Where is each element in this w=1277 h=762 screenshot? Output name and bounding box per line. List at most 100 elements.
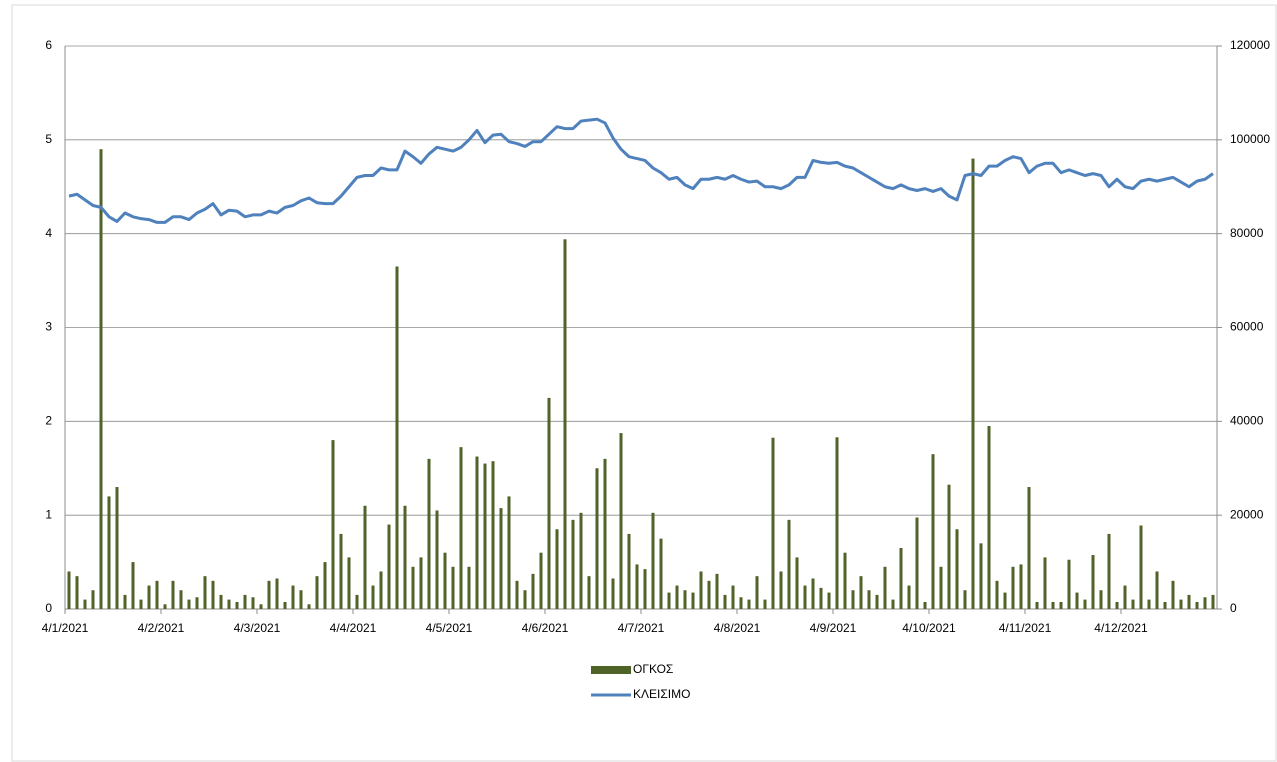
- bar: [651, 512, 655, 609]
- bar: [547, 397, 551, 609]
- bar: [755, 576, 759, 609]
- x-tick-label: 4/5/2021: [426, 621, 473, 635]
- bar: [99, 149, 103, 609]
- bar: [891, 599, 895, 609]
- bar: [515, 580, 519, 609]
- x-tick-label: 4/1/2021: [42, 621, 89, 635]
- bar: [1091, 555, 1095, 609]
- bar: [243, 594, 247, 609]
- bar: [467, 566, 471, 609]
- bar: [483, 463, 487, 609]
- bar: [731, 585, 735, 609]
- y2-tick-label: 0: [1230, 601, 1237, 615]
- bar: [875, 594, 879, 609]
- bar: [587, 576, 591, 609]
- bar: [907, 585, 911, 609]
- bar: [139, 599, 143, 609]
- bar: [155, 580, 159, 609]
- y-tick-label: 1: [45, 507, 52, 521]
- bar: [475, 456, 479, 609]
- bar: [803, 585, 807, 609]
- x-tick-label: 4/9/2021: [810, 621, 857, 635]
- bar: [779, 571, 783, 609]
- bar: [771, 437, 775, 609]
- bar: [811, 578, 815, 609]
- bar: [611, 578, 615, 609]
- bar: [1179, 599, 1183, 609]
- y-tick-label: 5: [45, 132, 52, 146]
- bar: [195, 597, 199, 609]
- bar: [619, 433, 623, 609]
- bar: [499, 508, 503, 609]
- bar: [939, 566, 943, 609]
- y-tick-label: 6: [45, 38, 52, 52]
- bar: [427, 458, 431, 609]
- bar: [915, 517, 919, 609]
- x-tick-label: 4/6/2021: [522, 621, 569, 635]
- x-tick-label: 4/7/2021: [618, 621, 665, 635]
- x-tick-label: 4/8/2021: [714, 621, 761, 635]
- bar: [835, 437, 839, 609]
- y-tick-label: 0: [45, 601, 52, 615]
- bar: [211, 580, 215, 609]
- bar: [387, 524, 391, 609]
- bar: [683, 590, 687, 609]
- bar: [987, 426, 991, 609]
- bar: [403, 505, 407, 609]
- bar: [1123, 585, 1127, 609]
- legend-label: ΟΓΚΟΣ: [633, 662, 673, 676]
- bar: [899, 548, 903, 609]
- bar: [491, 461, 495, 609]
- bar: [395, 266, 399, 609]
- bar: [1067, 559, 1071, 609]
- bar: [923, 601, 927, 609]
- bar: [555, 529, 559, 609]
- bar: [787, 519, 791, 609]
- bar: [75, 576, 79, 609]
- x-tick-label: 4/3/2021: [234, 621, 281, 635]
- bar: [603, 458, 607, 609]
- bar: [1195, 601, 1199, 609]
- bar: [851, 590, 855, 609]
- y-tick-label: 2: [45, 414, 52, 428]
- bar: [227, 599, 231, 609]
- y2-tick-label: 20000: [1230, 507, 1264, 521]
- bar: [507, 496, 511, 609]
- bar: [451, 566, 455, 609]
- bar: [971, 158, 975, 609]
- bar: [371, 585, 375, 609]
- bar: [827, 592, 831, 609]
- bar: [947, 484, 951, 609]
- bar: [1075, 592, 1079, 609]
- bar: [1211, 594, 1215, 609]
- bar: [1163, 601, 1167, 609]
- bar: [571, 519, 575, 609]
- bar: [67, 571, 71, 609]
- bar: [579, 512, 583, 609]
- bar: [331, 440, 335, 609]
- bar: [699, 571, 703, 609]
- bar: [795, 557, 799, 609]
- bar: [859, 576, 863, 609]
- y-tick-label: 4: [45, 226, 52, 240]
- bar: [667, 592, 671, 609]
- bar: [299, 590, 303, 609]
- y2-tick-label: 60000: [1230, 320, 1264, 334]
- bar: [1147, 599, 1151, 609]
- bar: [1131, 599, 1135, 609]
- bar: [187, 599, 191, 609]
- legend-swatch: [591, 666, 631, 674]
- bar: [563, 239, 567, 609]
- bar: [363, 505, 367, 609]
- bar: [307, 604, 311, 609]
- bar: [1171, 580, 1175, 609]
- bar: [739, 597, 743, 609]
- bar: [315, 576, 319, 609]
- bar: [83, 599, 87, 609]
- y2-tick-label: 40000: [1230, 414, 1264, 428]
- bar: [523, 590, 527, 609]
- bar: [1139, 525, 1143, 609]
- bar: [1051, 601, 1055, 609]
- y2-tick-label: 120000: [1230, 38, 1270, 52]
